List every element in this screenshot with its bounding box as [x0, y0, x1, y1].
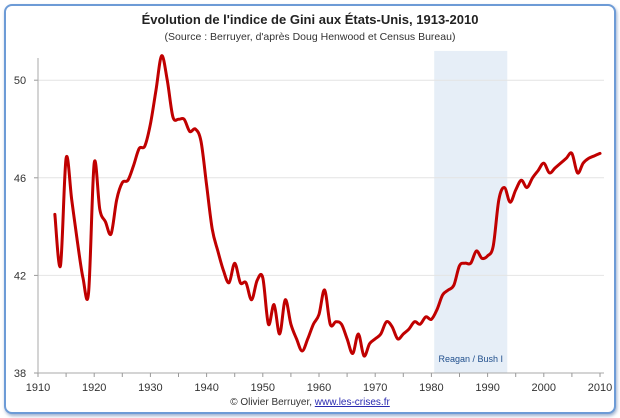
x-tick-label: 2010 [588, 382, 612, 394]
footer-link[interactable]: www.les-crises.fr [314, 397, 390, 408]
x-tick-label: 1950 [251, 382, 275, 394]
x-tick-label: 1940 [194, 382, 218, 394]
chart-footer: © Olivier Berruyer, www.les-crises.fr [0, 397, 620, 408]
reagan-bush-band [434, 50, 508, 374]
x-tick-label: 1990 [475, 382, 499, 394]
y-tick-label: 42 [14, 270, 26, 282]
y-tick-label: 38 [14, 368, 26, 380]
x-tick-label: 1980 [419, 382, 443, 394]
x-tick-label: 1910 [26, 382, 50, 394]
chart-title: Évolution de l'indice de Gini aux États-… [141, 12, 479, 27]
band-label: Reagan / Bush I [438, 354, 503, 364]
y-tick-label: 46 [14, 173, 26, 185]
x-tick-label: 1960 [307, 382, 331, 394]
chart-subtitle: (Source : Berruyer, d'après Doug Henwood… [164, 31, 456, 43]
footer-credit: © Olivier Berruyer, [230, 397, 315, 408]
x-tick-label: 1970 [363, 382, 387, 394]
chart-frame [4, 4, 616, 414]
x-tick-label: 1930 [138, 382, 162, 394]
x-tick-label: 1920 [82, 382, 106, 394]
x-tick-label: 2000 [532, 382, 556, 394]
gini-series-line [53, 54, 602, 358]
y-tick-label: 50 [14, 75, 26, 87]
